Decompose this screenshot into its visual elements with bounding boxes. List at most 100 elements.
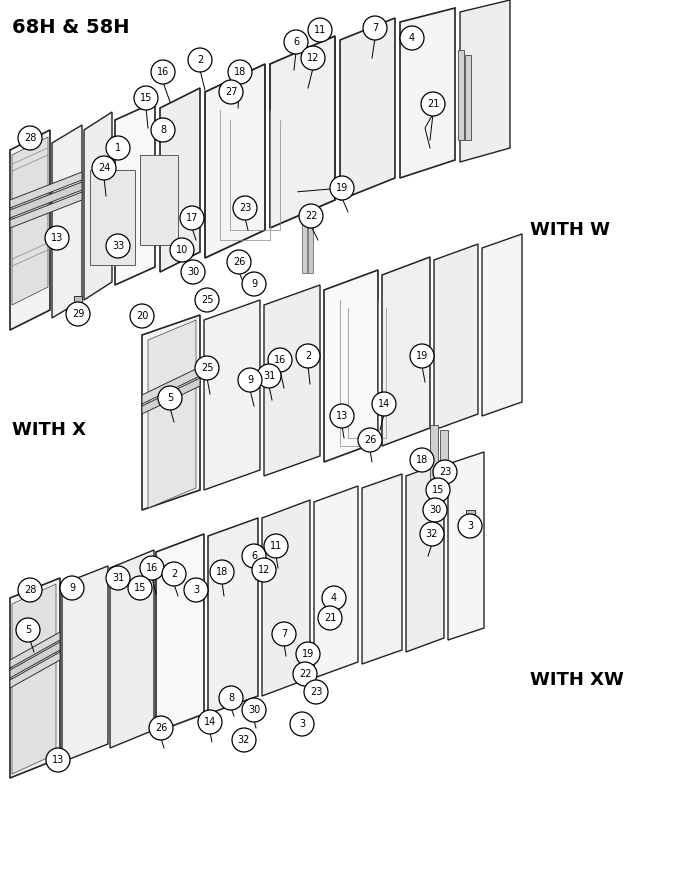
Text: 9: 9 <box>251 279 257 289</box>
Polygon shape <box>10 642 60 678</box>
Text: 28: 28 <box>24 585 36 595</box>
Text: 28: 28 <box>24 133 36 143</box>
Text: 6: 6 <box>293 37 299 47</box>
Text: 29: 29 <box>72 309 84 319</box>
Circle shape <box>318 606 342 630</box>
Text: 68H & 58H: 68H & 58H <box>12 18 129 37</box>
Circle shape <box>18 578 42 602</box>
Circle shape <box>363 16 387 40</box>
Text: 5: 5 <box>25 625 31 635</box>
Circle shape <box>151 118 175 142</box>
Circle shape <box>358 428 382 452</box>
Polygon shape <box>324 270 378 462</box>
Polygon shape <box>10 192 82 228</box>
Text: 16: 16 <box>274 355 286 365</box>
Text: 31: 31 <box>112 573 124 583</box>
Circle shape <box>400 26 424 50</box>
Text: WITH XW: WITH XW <box>530 671 624 689</box>
Polygon shape <box>10 172 82 208</box>
Polygon shape <box>142 315 200 510</box>
Text: 30: 30 <box>429 505 441 515</box>
Text: 3: 3 <box>193 585 199 595</box>
Text: 4: 4 <box>409 33 415 43</box>
Text: 14: 14 <box>378 399 390 409</box>
Polygon shape <box>156 534 204 732</box>
Polygon shape <box>400 8 455 178</box>
Polygon shape <box>10 578 60 778</box>
Polygon shape <box>142 378 200 414</box>
Text: 4: 4 <box>331 593 337 603</box>
Text: 20: 20 <box>136 311 148 321</box>
Circle shape <box>60 576 84 600</box>
Text: 7: 7 <box>281 629 287 639</box>
Circle shape <box>195 356 219 380</box>
Circle shape <box>46 748 70 772</box>
Polygon shape <box>208 518 258 714</box>
Circle shape <box>299 204 323 228</box>
Text: 21: 21 <box>324 613 336 623</box>
Text: 12: 12 <box>258 565 270 575</box>
Circle shape <box>252 558 276 582</box>
Polygon shape <box>12 137 48 305</box>
Bar <box>302 218 307 273</box>
Circle shape <box>296 344 320 368</box>
Polygon shape <box>62 566 108 762</box>
Circle shape <box>228 60 252 84</box>
Circle shape <box>151 60 175 84</box>
Circle shape <box>238 368 262 392</box>
Circle shape <box>242 544 266 568</box>
Text: 7: 7 <box>372 23 378 33</box>
Circle shape <box>180 206 204 230</box>
Circle shape <box>232 728 256 752</box>
Bar <box>466 510 475 524</box>
Circle shape <box>268 348 292 372</box>
Circle shape <box>433 460 457 484</box>
Circle shape <box>16 618 40 642</box>
Circle shape <box>219 80 243 104</box>
Polygon shape <box>448 452 484 640</box>
Text: 25: 25 <box>201 363 214 373</box>
Text: 31: 31 <box>263 371 275 381</box>
Polygon shape <box>314 486 358 678</box>
Text: 21: 21 <box>427 99 439 109</box>
Text: 15: 15 <box>134 583 146 593</box>
Polygon shape <box>262 500 310 696</box>
Circle shape <box>296 642 320 666</box>
Circle shape <box>420 522 444 546</box>
Text: 12: 12 <box>307 53 319 63</box>
Text: 25: 25 <box>201 295 214 305</box>
Polygon shape <box>10 652 60 688</box>
Text: 26: 26 <box>364 435 376 445</box>
Circle shape <box>290 712 314 736</box>
Polygon shape <box>270 36 335 228</box>
Text: 16: 16 <box>157 67 169 77</box>
Text: 8: 8 <box>160 125 166 135</box>
Text: 22: 22 <box>305 211 318 221</box>
Circle shape <box>92 156 116 180</box>
Circle shape <box>181 260 205 284</box>
Polygon shape <box>52 125 82 318</box>
Circle shape <box>330 176 354 200</box>
Text: 13: 13 <box>336 411 348 421</box>
Circle shape <box>210 560 234 584</box>
Text: 24: 24 <box>98 163 110 173</box>
Circle shape <box>130 304 154 328</box>
Polygon shape <box>160 88 200 272</box>
Polygon shape <box>362 474 402 664</box>
Circle shape <box>304 680 328 704</box>
Text: WITH W: WITH W <box>530 221 610 239</box>
Circle shape <box>45 226 69 250</box>
Bar <box>458 50 464 140</box>
Text: 23: 23 <box>239 203 251 213</box>
Circle shape <box>242 698 266 722</box>
Text: 1: 1 <box>115 143 121 153</box>
Text: 19: 19 <box>336 183 348 193</box>
Circle shape <box>257 364 281 388</box>
Text: 26: 26 <box>155 723 167 733</box>
Circle shape <box>128 576 152 600</box>
Text: 9: 9 <box>247 375 253 385</box>
Text: 6: 6 <box>251 551 257 561</box>
Bar <box>465 55 471 140</box>
Text: 18: 18 <box>234 67 246 77</box>
Text: 23: 23 <box>310 687 322 697</box>
